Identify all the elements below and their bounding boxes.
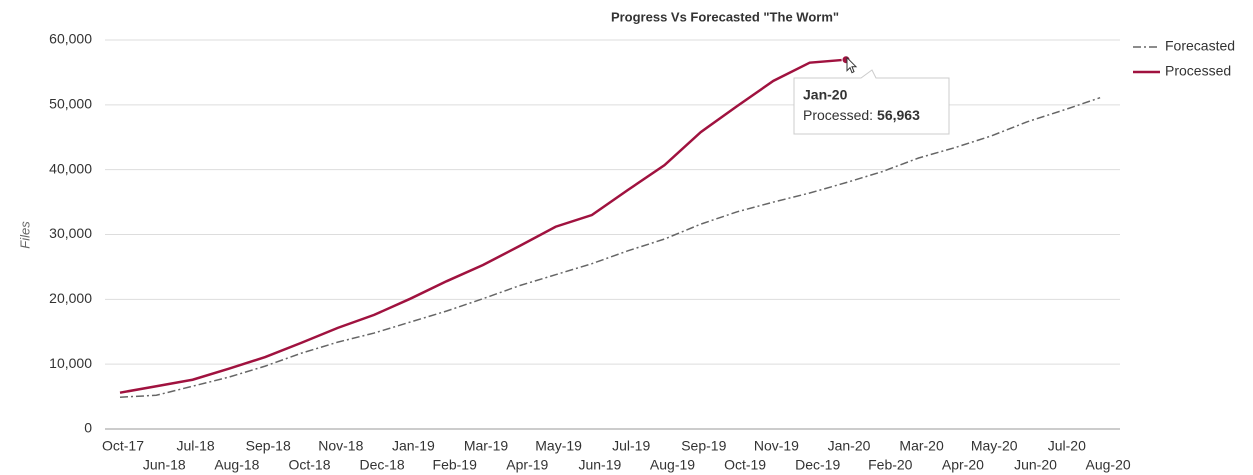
x-tick-label: Jun-20 [1014,457,1057,473]
x-tick-label: Jan-20 [828,438,871,454]
tooltip-text: Processed: 56,963 [803,107,920,123]
cursor [846,56,858,74]
y-tick-label: 60,000 [49,31,92,47]
x-tick-label: Apr-19 [506,457,548,473]
y-tick-label: 50,000 [49,96,92,112]
y-tick-label: 40,000 [49,160,92,176]
y-tick-label: 30,000 [49,225,92,241]
y-axis-label: Files [17,221,32,249]
x-tick-label: Oct-18 [288,457,330,473]
x-tick-label: May-20 [971,438,1018,454]
x-tick-label: Nov-18 [318,438,363,454]
x-tick-label: Feb-19 [433,457,478,473]
x-tick-label: Nov-19 [754,438,799,454]
x-tick-label: Aug-19 [650,457,695,473]
series-line [119,58,847,394]
tooltip-label: Processed: [803,107,873,123]
tooltip-title: Jan-20 [803,87,848,103]
x-tick-label: Jul-19 [612,438,650,454]
legend-label: Forecasted [1165,38,1235,54]
x-tick-label: Sep-18 [246,438,291,454]
x-tick-label: Jun-19 [578,457,621,473]
x-tick-label: Aug-20 [1086,457,1131,473]
x-tick-label: Feb-20 [868,457,913,473]
y-tick-label: 0 [84,420,92,436]
tooltip-value: 56,963 [877,107,920,123]
series-line [119,96,1101,398]
y-tick-label: 20,000 [49,290,92,306]
x-tick-label: Mar-20 [899,438,944,454]
legend-label: Processed [1165,63,1231,79]
x-tick-label: Jan-19 [392,438,435,454]
x-tick-label: Sep-19 [681,438,726,454]
x-tick-label: Oct-19 [724,457,766,473]
x-tick-label: Jul-18 [177,438,215,454]
x-tick-label: Mar-19 [464,438,509,454]
x-tick-label: Dec-19 [795,457,840,473]
x-tick-label: Apr-20 [942,457,984,473]
y-tick-label: 10,000 [49,355,92,371]
x-tick-label: Jun-18 [143,457,186,473]
chart-title: Progress Vs Forecasted "The Worm" [611,9,839,24]
tooltip-box [793,69,950,135]
x-tick-label: Dec-18 [360,457,405,473]
x-tick-label: Jul-20 [1048,438,1086,454]
x-tick-label: Oct-17 [102,438,144,454]
x-tick-label: Aug-18 [214,457,259,473]
x-tick-label: May-19 [535,438,582,454]
